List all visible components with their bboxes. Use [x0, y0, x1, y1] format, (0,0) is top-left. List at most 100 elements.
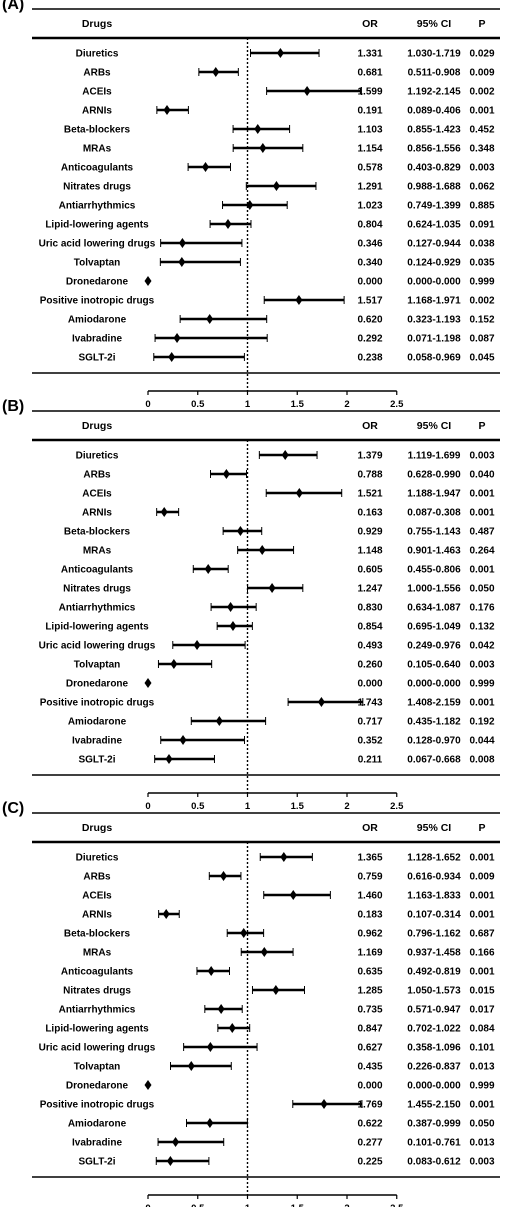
or-value: 0.735 — [357, 1005, 382, 1016]
row-label: ARNIs — [82, 106, 112, 117]
row-label: Anticoagulants — [61, 967, 134, 978]
row-label: Amiodarone — [68, 717, 127, 728]
row-label: Lipid-lowering agents — [45, 1024, 149, 1035]
ci-value: 0.511-0.908 — [408, 68, 461, 79]
p-value: 0.885 — [469, 201, 494, 212]
p-value: 0.087 — [469, 334, 494, 345]
ci-value: 0.000-0.000 — [407, 277, 461, 288]
p-value: 0.013 — [469, 1138, 494, 1149]
header-ci: 95% CI — [417, 420, 452, 432]
row-label: Amiodarone — [68, 315, 127, 326]
or-point — [178, 238, 186, 248]
row-label: Positive inotropic drugs — [40, 296, 155, 307]
or-point — [163, 105, 171, 115]
or-point — [254, 124, 262, 134]
p-value: 0.040 — [469, 470, 494, 481]
p-value: 0.017 — [469, 1005, 494, 1016]
or-value: 0.352 — [357, 736, 382, 747]
or-point — [276, 48, 284, 58]
p-value: 0.003 — [469, 451, 494, 462]
or-value: 0.191 — [357, 106, 382, 117]
ci-value: 0.937-1.458 — [407, 948, 461, 959]
row-label: MRAs — [83, 144, 112, 155]
or-point — [179, 735, 187, 745]
ci-value: 0.901-1.463 — [407, 546, 461, 557]
or-value: 1.291 — [357, 182, 382, 193]
x-tick-label: 0 — [145, 399, 150, 410]
or-point — [224, 219, 232, 229]
or-point — [193, 640, 201, 650]
row-label: ACEIs — [82, 87, 112, 98]
row-label: Diuretics — [76, 451, 119, 462]
row-label: Antiarrhythmics — [59, 603, 136, 614]
x-tick-label: 0 — [145, 1203, 150, 1207]
row-label: ARBs — [83, 470, 111, 481]
or-point — [222, 469, 230, 479]
x-tick-label: 2.5 — [390, 801, 404, 812]
p-value: 0.001 — [469, 1100, 494, 1111]
ci-value: 1.455-2.150 — [407, 1100, 461, 1111]
or-value: 1.521 — [357, 489, 382, 500]
p-value: 0.132 — [469, 622, 494, 633]
ci-value: 0.435-1.182 — [407, 717, 461, 728]
or-value: 0.340 — [357, 258, 382, 269]
p-value: 0.999 — [469, 277, 494, 288]
header-drugs: Drugs — [82, 420, 112, 432]
row-label: MRAs — [83, 546, 112, 557]
ci-value: 0.124-0.929 — [407, 258, 461, 269]
ci-value: 1.168-1.971 — [407, 296, 461, 307]
or-value: 0.847 — [357, 1024, 382, 1035]
row-label: Positive inotropic drugs — [40, 1100, 155, 1111]
or-value: 0.962 — [357, 929, 382, 940]
header-or: OR — [362, 420, 378, 432]
x-tick-label: 1 — [245, 801, 251, 812]
or-value: 0.578 — [357, 163, 382, 174]
forest-plot-c: Drugs OR 95% CI P Diuretics 1.365 1.128-1.652 0… — [32, 812, 500, 1207]
or-point — [259, 143, 267, 153]
p-value: 0.091 — [469, 220, 494, 231]
or-point — [260, 947, 268, 957]
p-value: 0.001 — [469, 508, 494, 519]
or-point — [246, 200, 254, 210]
row-label: Tolvaptan — [74, 660, 120, 671]
or-point — [204, 564, 212, 574]
ci-value: 0.749-1.399 — [407, 201, 461, 212]
p-value: 0.001 — [469, 853, 494, 864]
or-point — [178, 257, 186, 267]
p-value: 0.002 — [469, 296, 494, 307]
or-point — [258, 545, 266, 555]
ci-value: 0.105-0.640 — [407, 660, 461, 671]
or-point — [289, 890, 297, 900]
p-value: 0.042 — [469, 641, 494, 652]
or-point — [280, 852, 288, 862]
x-tick-label: 1.5 — [291, 1203, 305, 1207]
row-label: Uric acid lowering drugs — [39, 239, 156, 250]
row-label: Anticoagulants — [61, 163, 134, 174]
ci-value: 0.107-0.314 — [407, 910, 461, 921]
or-value: 0.854 — [357, 622, 382, 633]
or-value: 0.183 — [357, 910, 382, 921]
ci-value: 0.071-1.198 — [407, 334, 461, 345]
row-label: Ivabradine — [72, 334, 122, 345]
or-point — [281, 450, 289, 460]
or-value: 0.627 — [357, 1043, 382, 1054]
ci-value: 1.128-1.652 — [407, 853, 461, 864]
or-point — [202, 162, 210, 172]
or-value: 0.759 — [357, 872, 382, 883]
p-value: 0.084 — [469, 1024, 494, 1035]
ci-value: 0.403-0.829 — [407, 163, 461, 174]
x-tick-label: 0.5 — [191, 1203, 205, 1207]
or-value: 0.000 — [357, 277, 382, 288]
row-label: SGLT-2i — [78, 755, 115, 766]
row-label: Dronedarone — [66, 277, 129, 288]
or-value: 0.717 — [357, 717, 382, 728]
row-label: SGLT-2i — [78, 353, 115, 364]
row-label: ACEIs — [82, 489, 112, 500]
row-label: Tolvaptan — [74, 1062, 120, 1073]
panel-label: (A) — [2, 0, 25, 13]
ci-value: 0.634-1.087 — [407, 603, 461, 614]
row-label: Lipid-lowering agents — [45, 220, 149, 231]
ci-value: 1.000-1.556 — [407, 584, 461, 595]
row-label: Dronedarone — [66, 1081, 129, 1092]
or-value: 1.331 — [357, 49, 382, 60]
